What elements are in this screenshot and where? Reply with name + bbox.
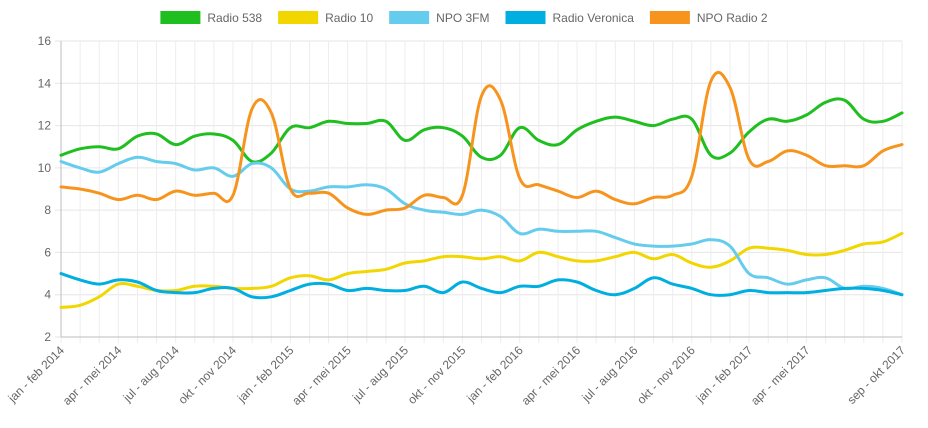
legend-item-npo-radio-2[interactable]: NPO Radio 2 — [649, 11, 768, 25]
x-tick-label: okt - nov 2014 — [175, 343, 239, 407]
x-tick-label: jul - aug 2014 — [120, 343, 182, 405]
legend[interactable]: Radio 538 Radio 10 NPO 3FM Radio Veronica NP… — [160, 11, 768, 25]
series-lines — [59, 70, 904, 309]
y-tick-label: 6 — [44, 245, 51, 259]
x-tick-label: sep - okt 2017 — [844, 343, 908, 407]
x-tick-label: apr - mei 2017 — [748, 343, 813, 408]
y-tick-label: 10 — [38, 161, 52, 175]
x-tick-label: apr - mei 2014 — [60, 343, 125, 408]
series-line-npo-3fm — [59, 155, 904, 297]
x-tick-label: jul - aug 2015 — [349, 343, 411, 405]
legend-swatch — [389, 11, 430, 24]
y-tick-label: 4 — [44, 288, 51, 302]
legend-item-npo-3fm[interactable]: NPO 3FM — [389, 11, 490, 25]
x-tick-label: jan - feb 2014 — [5, 343, 68, 406]
x-tick-label: okt - nov 2015 — [405, 343, 469, 407]
legend-label: Radio Veronica — [553, 11, 635, 25]
x-tick-label: jan - feb 2017 — [693, 343, 756, 406]
legend-label: NPO Radio 2 — [697, 11, 768, 25]
series-line-npo-radio-2 — [59, 70, 904, 216]
legend-item-radio-veronica[interactable]: Radio Veronica — [505, 11, 635, 25]
legend-label: Radio 538 — [207, 11, 262, 25]
legend-label: Radio 10 — [325, 11, 373, 25]
series-line-radio-538 — [59, 97, 904, 164]
legend-item-radio-538[interactable]: Radio 538 — [160, 11, 262, 25]
x-tick-label: apr - mei 2015 — [289, 343, 354, 408]
legend-swatch — [160, 11, 201, 24]
y-tick-label: 12 — [38, 119, 52, 133]
legend-item-radio-10[interactable]: Radio 10 — [278, 11, 373, 25]
x-tick-label: okt - nov 2016 — [634, 343, 698, 407]
y-tick-label: 8 — [44, 203, 51, 217]
legend-swatch — [278, 11, 319, 24]
legend-swatch — [649, 11, 690, 24]
series-line-radio-10 — [59, 231, 904, 309]
series-line-radio-veronica — [59, 272, 904, 300]
y-tick-label: 2 — [44, 330, 51, 344]
legend-label: NPO 3FM — [436, 11, 489, 25]
x-tick-label: jan - feb 2015 — [234, 343, 297, 406]
y-tick-label: 16 — [38, 34, 52, 48]
x-tick-label: jan - feb 2016 — [463, 343, 526, 406]
y-tick-label: 14 — [38, 76, 52, 90]
legend-swatch — [505, 11, 546, 24]
x-tick-label: jul - aug 2016 — [578, 343, 640, 405]
x-tick-label: apr - mei 2016 — [519, 343, 584, 408]
